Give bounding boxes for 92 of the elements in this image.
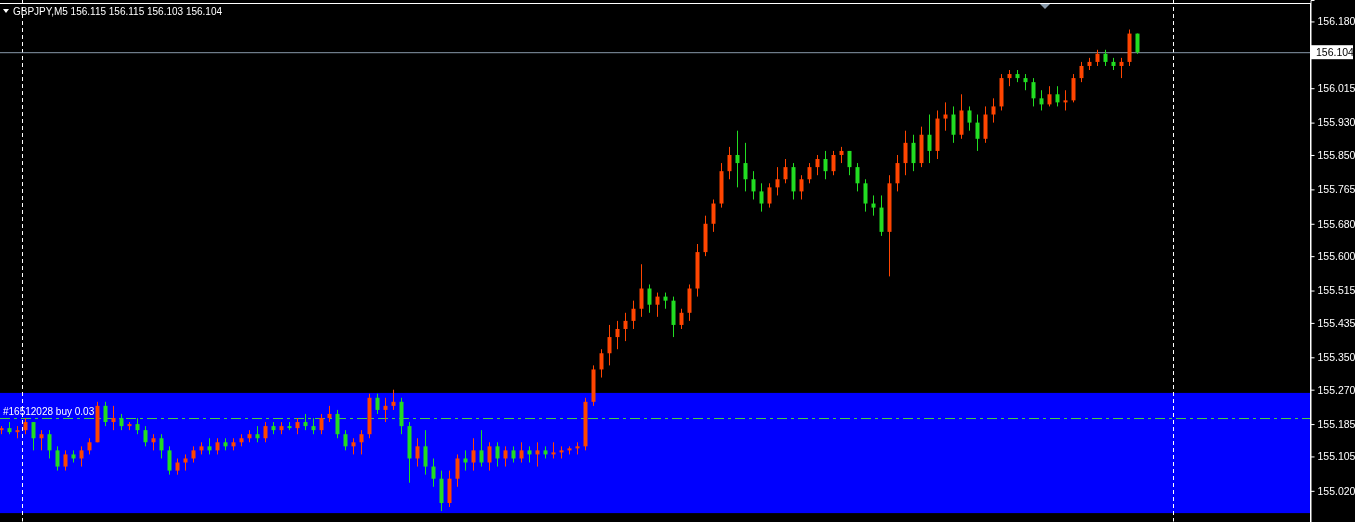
candlestick: [391, 389, 396, 411]
y-tick-label: 155.680: [1317, 217, 1355, 230]
candlestick: [751, 170, 756, 200]
candlestick: [679, 308, 684, 330]
candlestick: [1055, 85, 1060, 107]
candlestick: [975, 114, 980, 152]
candlestick: [735, 130, 740, 188]
text: GBPJPY,M5 156.115 156.115 156.103 156.104: [13, 6, 223, 17]
candlestick: [711, 198, 716, 233]
candlestick: [863, 178, 868, 213]
candlestick: [911, 134, 916, 172]
candlestick: [759, 182, 764, 213]
y-tick-label: 155.270: [1317, 383, 1355, 396]
candlestick: [655, 292, 660, 318]
candlestick: [519, 441, 524, 464]
candlestick: [903, 130, 908, 176]
y-tick-label: 155.930: [1317, 116, 1355, 129]
candlestick: [927, 114, 932, 164]
candlestick: [455, 453, 460, 488]
y-tick-label: 155.350: [1317, 351, 1355, 364]
candlestick: [1119, 57, 1124, 79]
candlestick: [1079, 61, 1084, 83]
candlestick: [775, 166, 780, 196]
candlestick: [727, 146, 732, 180]
candlestick: [79, 445, 84, 468]
candlestick: [471, 437, 476, 472]
candlestick: [1039, 89, 1044, 111]
candlestick: [343, 429, 348, 451]
y-tick-label: 155.185: [1317, 417, 1355, 430]
candlestick: [503, 445, 508, 468]
candlestick: [607, 324, 612, 366]
candlestick: [967, 105, 972, 132]
y-tick-label: 156.180: [1317, 15, 1355, 28]
ref-line-label: #16512028 buy 0.03: [3, 406, 95, 417]
candlestick: [487, 441, 492, 472]
candlestick: [431, 457, 436, 488]
candlestick: [615, 320, 620, 350]
candlestick: [871, 194, 876, 217]
candlestick: [855, 162, 860, 192]
y-tick-label: 155.105: [1317, 450, 1355, 463]
candlestick: [359, 429, 364, 455]
candlestick: [383, 397, 388, 423]
candlestick: [335, 409, 340, 439]
candlestick: [415, 437, 420, 468]
candlestick: [39, 429, 44, 451]
y-tick-label: 155.515: [1317, 284, 1355, 297]
candlestick: [895, 154, 900, 192]
candlestick: [743, 142, 748, 192]
candlestick: [823, 150, 828, 180]
candlestick: [783, 158, 788, 184]
candlestick: [535, 441, 540, 468]
candlestick: [767, 182, 772, 209]
candlestick: [63, 449, 68, 472]
candlestick: [831, 150, 836, 176]
candlestick: [815, 154, 820, 176]
candlestick: [1031, 77, 1036, 107]
y-tick-label: 155.850: [1317, 148, 1355, 161]
candlestick: [951, 105, 956, 144]
candlestick: [495, 441, 500, 468]
candlestick: [159, 433, 164, 459]
candlestick: [55, 445, 60, 472]
y-tick-label: 155.765: [1317, 183, 1355, 196]
candlestick: [991, 97, 996, 124]
ref-line-label: 156.104: [1316, 46, 1355, 59]
y-tick-label: 156.015: [1317, 82, 1355, 95]
y-tick-label: 155.600: [1317, 250, 1355, 262]
candlestick: [375, 393, 380, 415]
candlestick: [31, 421, 36, 451]
candlestick: [143, 425, 148, 447]
candlestick: [1071, 73, 1076, 103]
candlestick: [47, 429, 52, 459]
candlestick: [263, 421, 268, 443]
candlestick: [1063, 89, 1068, 111]
candlestick: [623, 312, 628, 342]
candlestick: [479, 429, 484, 468]
candlestick: [647, 283, 652, 314]
candlestick: [847, 150, 852, 176]
candlestick: [631, 300, 636, 330]
candlestick: [463, 449, 468, 472]
candlestick: [599, 348, 604, 379]
candlestick: [111, 405, 116, 431]
candlestick: [807, 162, 812, 184]
candlestick: [103, 401, 108, 427]
candlestick: [1047, 85, 1052, 107]
candlestick: [943, 101, 948, 132]
candlestick: [423, 429, 428, 476]
candlestick: [319, 413, 324, 435]
candlestick: [799, 174, 804, 200]
candlestick: [167, 445, 172, 476]
y-tick-label: 155.020: [1317, 484, 1355, 497]
candlestick: [639, 263, 644, 318]
y-tick-label: 155.435: [1317, 316, 1355, 329]
